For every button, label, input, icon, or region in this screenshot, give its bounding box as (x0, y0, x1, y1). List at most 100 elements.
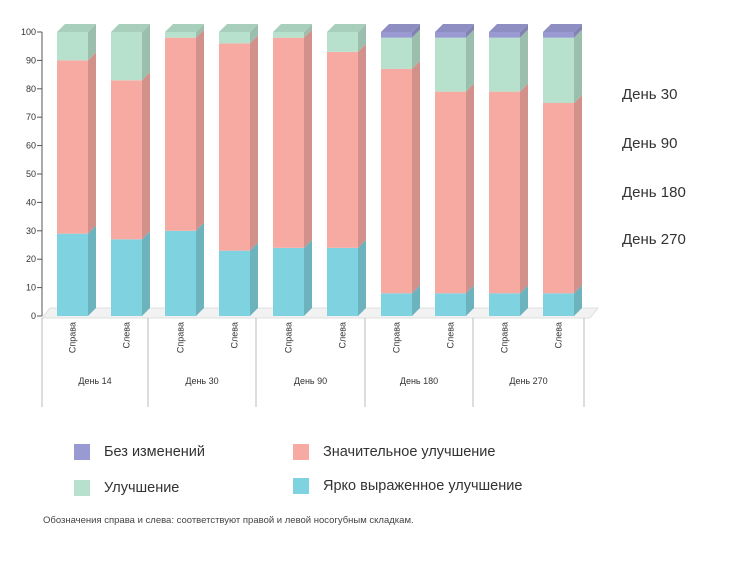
bar-segment (543, 37, 574, 103)
bar-segment (273, 32, 304, 38)
bar-segment (381, 37, 412, 69)
bar-segment (327, 247, 358, 316)
group-label: День 180 (400, 376, 438, 386)
bar-segment-side (466, 83, 474, 294)
bar-segment (543, 32, 574, 38)
bar-segment-side (304, 29, 312, 248)
bar-segment-side (412, 285, 420, 316)
bar-segment (57, 233, 88, 316)
bar-segment-side (250, 35, 258, 251)
bar-segment-side (142, 24, 150, 81)
bar-top (489, 24, 528, 32)
y-tick-label: 50 (26, 169, 36, 179)
bar-top (543, 24, 582, 32)
group-label: День 14 (78, 376, 111, 386)
bar-segment (435, 293, 466, 316)
bar-segment-side (412, 60, 420, 294)
bar-side-label: Справа (392, 322, 402, 353)
bar-segment-side (412, 29, 420, 69)
bar-segment-side (142, 231, 150, 316)
y-tick-label: 20 (26, 254, 36, 264)
y-tick-label: 0 (31, 311, 36, 321)
bar-segment-side (520, 29, 528, 92)
bar-segment (435, 37, 466, 92)
legend-item-no-change: Без изменений (74, 444, 205, 460)
bar-segment (543, 293, 574, 316)
legend-label: Улучшение (104, 480, 180, 496)
bar-segment-side (358, 24, 366, 52)
legend-swatch (293, 444, 309, 460)
bar-segment (273, 247, 304, 316)
bar-side-label: Слева (446, 322, 456, 348)
bar-segment (165, 32, 196, 38)
legend-swatch (293, 478, 309, 494)
annotation-day-90: День 90 (622, 135, 678, 152)
bar-segment (381, 32, 412, 38)
bar-segment-side (574, 24, 582, 38)
annotation-day-270: День 270 (622, 231, 686, 248)
bar-segment (57, 60, 88, 234)
bar-segment (219, 32, 250, 44)
bar-segment-side (88, 225, 96, 316)
legend-label: Без изменений (104, 444, 205, 460)
bar-segment-side (520, 24, 528, 38)
bar-segment-side (250, 242, 258, 316)
bar-segment-side (196, 222, 204, 316)
bar-segment (489, 37, 520, 92)
legend-item-pronounced: Ярко выраженное улучшение (293, 478, 522, 494)
bar-segment-side (196, 24, 204, 38)
bar-segment (219, 43, 250, 251)
bar-side-label: Справа (284, 322, 294, 353)
annotation-day-30: День 30 (622, 86, 678, 103)
bar-segment-side (412, 24, 420, 38)
bar-segment (57, 32, 88, 61)
bar-side-label: Справа (500, 322, 510, 353)
bar-top (219, 24, 258, 32)
y-tick-label: 40 (26, 197, 36, 207)
bar-segment-side (520, 285, 528, 316)
bar-segment (543, 103, 574, 294)
bar-segment-side (466, 24, 474, 38)
legend-swatch (74, 480, 90, 496)
bar-side-label: Слева (338, 322, 348, 348)
bar-segment-side (574, 95, 582, 294)
bar-segment-side (304, 239, 312, 316)
bar-side-label: Слева (230, 322, 240, 348)
bar-top (273, 24, 312, 32)
legend-swatch (74, 444, 90, 460)
bar-segment-side (88, 52, 96, 234)
bar-top (165, 24, 204, 32)
bar-segment-side (142, 72, 150, 240)
bar-top (381, 24, 420, 32)
legend-label: Ярко выраженное улучшение (323, 478, 523, 494)
bar-segment (111, 80, 142, 240)
bar-segment (165, 230, 196, 316)
bar-segment (111, 239, 142, 316)
bar-segment (273, 37, 304, 248)
legend-item-improvement: Улучшение (74, 480, 179, 496)
bar-segment (435, 91, 466, 294)
bar-top (327, 24, 366, 32)
bar-segment (489, 32, 520, 38)
bar-top (111, 24, 150, 32)
bar-segment (111, 32, 142, 81)
bar-segment-side (466, 29, 474, 92)
y-tick-label: 60 (26, 141, 36, 151)
bar-segment (327, 32, 358, 52)
bar-segment (381, 68, 412, 294)
bar-side-label: Слева (554, 322, 564, 348)
footnote: Обозначения справа и слева: соответствую… (43, 515, 414, 526)
bar-side-label: Справа (68, 322, 78, 353)
y-tick-label: 30 (26, 226, 36, 236)
legend-item-significant: Значительное улучшение (293, 444, 495, 460)
group-label: День 30 (185, 376, 218, 386)
bar-segment-side (196, 29, 204, 231)
y-tick-label: 90 (26, 55, 36, 65)
bar-top (57, 24, 96, 32)
bar-segment (327, 51, 358, 248)
bar-segment (489, 293, 520, 316)
bar-segment-side (574, 29, 582, 103)
bar-segment-side (574, 285, 582, 316)
y-tick-label: 100 (21, 27, 36, 37)
y-tick-label: 70 (26, 112, 36, 122)
